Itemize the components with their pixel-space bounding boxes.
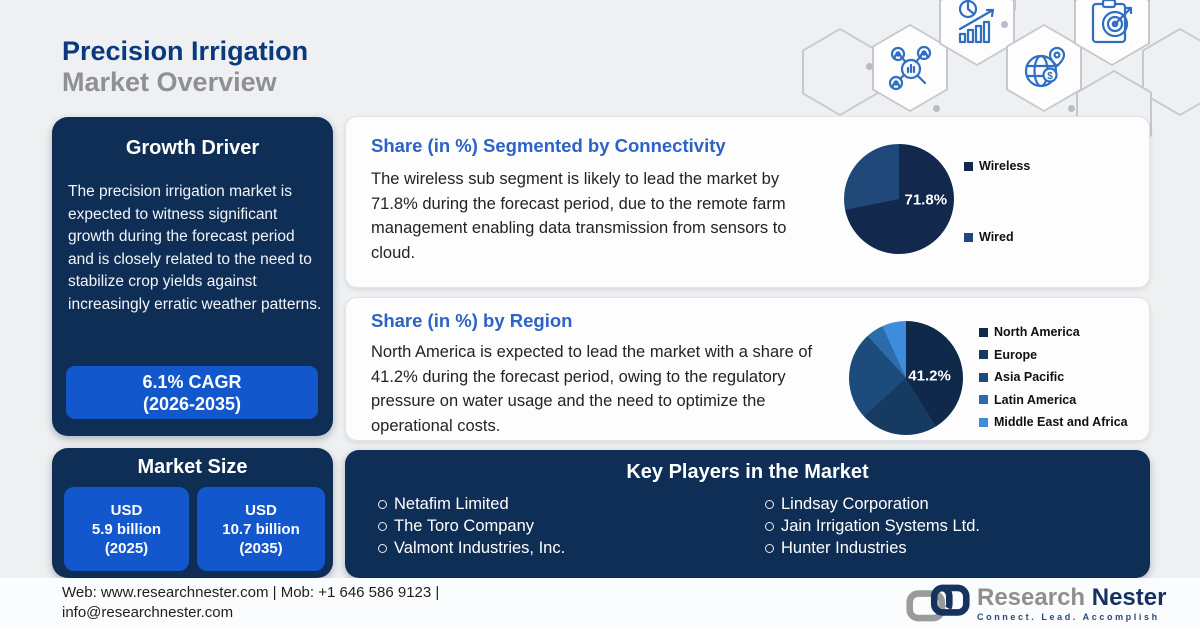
connectivity-legend: Wireless Wired xyxy=(964,159,1030,244)
market-size-2025-badge: USD 5.9 billion (2025) xyxy=(64,487,189,571)
region-share-card: Share (in %) by Region North America is … xyxy=(345,297,1150,441)
cagr-period: (2026-2035) xyxy=(142,393,242,414)
legend-swatch-icon xyxy=(964,161,973,171)
connectivity-pie-label: 71.8% xyxy=(904,191,948,209)
footer-bar: Web: www.researchnester.com | Mob: +1 64… xyxy=(0,578,1200,628)
key-players-title: Key Players in the Market xyxy=(626,461,869,483)
target-clipboard-icon xyxy=(1091,0,1133,44)
legend-swatch-icon xyxy=(964,232,973,242)
key-player-item: Netafim Limited xyxy=(378,494,565,514)
hexagon-decoration: $ xyxy=(802,0,1200,158)
market-size-currency: USD xyxy=(110,501,143,519)
research-nester-logo: Research Nester Connect. Lead. Accomplis… xyxy=(905,582,1166,624)
key-player-item: Valmont Industries, Inc. xyxy=(378,538,565,558)
hex-dot xyxy=(933,105,940,112)
connectivity-share-card: Share (in %) Segmented by Connectivity T… xyxy=(345,116,1150,288)
hexagon-tile xyxy=(939,0,1015,66)
market-size-currency: USD xyxy=(245,501,277,519)
market-size-year: (2035) xyxy=(239,539,283,557)
region-legend: North America Europe Asia Pacific Latin Ame… xyxy=(979,325,1128,429)
key-player-item: Lindsay Corporation xyxy=(765,494,980,514)
logo-tagline: Connect. Lead. Accomplish xyxy=(977,611,1160,622)
research-network-icon xyxy=(888,45,932,91)
growth-driver-card: Growth Driver The precision irrigation m… xyxy=(52,117,333,436)
hex-dot xyxy=(1001,21,1008,28)
market-size-value: 5.9 billion xyxy=(91,520,162,538)
hexagon-tile xyxy=(872,24,948,112)
connectivity-pie-chart: 71.8% xyxy=(844,144,954,254)
market-size-2035-badge: USD 10.7 billion (2035) xyxy=(197,487,325,571)
market-size-card: Market Size USD 5.9 billion (2025) USD 1… xyxy=(52,448,333,578)
region-heading: Share (in %) by Region xyxy=(371,310,573,331)
legend-item: Middle East and Africa xyxy=(979,415,1128,429)
growth-analytics-icon xyxy=(958,0,995,44)
market-size-title: Market Size xyxy=(137,456,248,478)
key-players-column-1: Netafim Limited The Toro Company Valmont I… xyxy=(378,494,565,558)
logo-words: Research Nester Connect. Lead. Accomplis… xyxy=(977,583,1167,622)
growth-driver-body: The precision irrigation market is expec… xyxy=(68,183,322,313)
page-title-line2: Market Overview xyxy=(62,67,277,97)
logo-text-research: Research xyxy=(977,583,1086,611)
connectivity-heading: Share (in %) Segmented by Connectivity xyxy=(371,135,726,156)
market-size-year: (2025) xyxy=(104,539,149,557)
legend-swatch-icon xyxy=(979,372,988,382)
legend-item: Europe xyxy=(979,348,1128,362)
bullet-icon xyxy=(765,499,774,509)
key-player-item: The Toro Company xyxy=(378,516,565,536)
cagr-badge: 6.1% CAGR (2026-2035) xyxy=(66,366,318,419)
key-player-item: Hunter Industries xyxy=(765,538,980,558)
legend-swatch-icon xyxy=(979,327,988,337)
legend-item: North America xyxy=(979,325,1128,339)
key-players-column-2: Lindsay Corporation Jain Irrigation Syste… xyxy=(765,494,980,558)
global-market-icon: $ xyxy=(1024,46,1066,88)
hex-dot xyxy=(866,63,873,70)
growth-driver-title: Growth Driver xyxy=(125,137,260,159)
region-pie-chart: 41.2% xyxy=(849,321,963,435)
page-title: Precision Irrigation Market Overview xyxy=(62,36,308,98)
hexagon-tile: $ xyxy=(1006,24,1082,112)
logo-text-nester: Nester xyxy=(1091,583,1167,611)
hex-dot xyxy=(1068,105,1075,112)
hexagon-tile xyxy=(1074,0,1150,66)
contact-info: Web: www.researchnester.com | Mob: +1 64… xyxy=(62,583,439,622)
contact-line1[interactable]: Web: www.researchnester.com | Mob: +1 64… xyxy=(62,584,440,601)
bullet-icon xyxy=(765,543,774,553)
legend-item: Asia Pacific xyxy=(979,370,1128,384)
legend-item: Latin America xyxy=(979,393,1128,407)
key-players-card: Key Players in the Market Netafim Limite… xyxy=(345,450,1150,578)
legend-swatch-icon xyxy=(979,417,988,427)
cagr-value: 6.1% CAGR xyxy=(142,371,242,392)
contact-line2[interactable]: info@researchnester.com xyxy=(62,603,234,621)
bullet-icon xyxy=(378,521,387,531)
bullet-icon xyxy=(378,499,387,509)
market-size-value: 10.7 billion xyxy=(222,520,300,538)
page-title-line1: Precision Irrigation xyxy=(62,36,309,66)
legend-swatch-icon xyxy=(979,350,988,359)
bullet-icon xyxy=(765,521,774,531)
connectivity-body: The wireless sub segment is likely to le… xyxy=(371,170,787,262)
key-player-item: Jain Irrigation Systems Ltd. xyxy=(765,516,980,536)
legend-swatch-icon xyxy=(979,395,988,404)
hexagon-outline xyxy=(802,28,878,116)
chain-links-icon xyxy=(906,584,970,622)
region-pie-label: 41.2% xyxy=(908,367,951,385)
legend-item: Wireless xyxy=(964,159,1030,173)
bullet-icon xyxy=(378,543,387,553)
svg-text:$: $ xyxy=(1047,71,1053,82)
legend-item: Wired xyxy=(964,230,1030,244)
region-body: North America is expected to lead the ma… xyxy=(371,343,813,435)
